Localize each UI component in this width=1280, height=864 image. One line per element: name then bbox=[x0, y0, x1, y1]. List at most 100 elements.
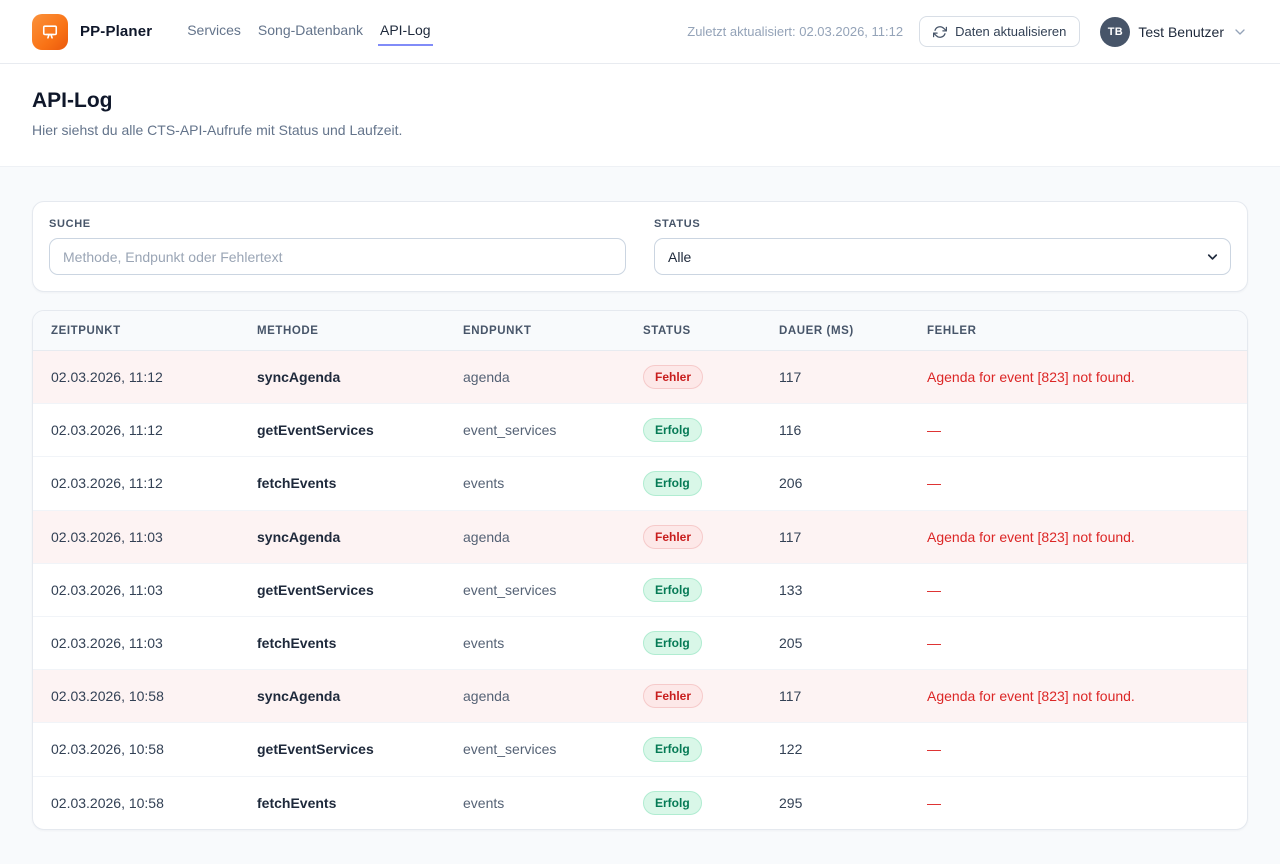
cell-endpunkt: agenda bbox=[447, 669, 627, 723]
status-badge: Erfolg bbox=[643, 577, 702, 602]
col-endpunkt: ENDPUNKT bbox=[447, 311, 627, 351]
cell-methode: getEventServices bbox=[241, 403, 447, 457]
search-field-group: SUCHE bbox=[49, 218, 626, 275]
cell-status: Fehler bbox=[627, 509, 763, 564]
nav-item-song-datenbank[interactable]: Song-Datenbank bbox=[257, 21, 363, 38]
cell-methode: syncAgenda bbox=[241, 509, 447, 564]
page-header: API-Log Hier siehst du alle CTS-API-Aufr… bbox=[0, 64, 1280, 167]
avatar: TB bbox=[1100, 16, 1131, 47]
cell-dauer: 117 bbox=[763, 509, 911, 564]
cell-endpunkt: agenda bbox=[447, 350, 627, 404]
cell-dauer: 206 bbox=[763, 456, 911, 511]
refresh-button-label: Daten aktualisieren bbox=[955, 24, 1067, 39]
status-badge: Fehler bbox=[643, 365, 704, 390]
cell-zeitpunkt: 02.03.2026, 10:58 bbox=[33, 722, 241, 776]
table-row: 02.03.2026, 11:12 getEventServices event… bbox=[33, 403, 1247, 457]
cell-methode: fetchEvents bbox=[241, 775, 447, 829]
col-dauer: DAUER (MS) bbox=[763, 311, 911, 351]
main-content: SUCHE STATUS Alle bbox=[0, 167, 1280, 864]
brand-name: PP-Planer bbox=[80, 23, 153, 40]
cell-status: Erfolg bbox=[627, 562, 763, 617]
table-row: 02.03.2026, 10:58 getEventServices event… bbox=[33, 722, 1247, 776]
nav-item-api-log[interactable]: API-Log bbox=[377, 18, 433, 46]
chevron-down-icon bbox=[1232, 24, 1248, 40]
table-row: 02.03.2026, 11:03 syncAgenda agenda Fehl… bbox=[33, 509, 1247, 564]
table-row: 02.03.2026, 11:03 getEventServices event… bbox=[33, 562, 1247, 617]
cell-fehler: Agenda for event [823] not found. bbox=[911, 509, 1247, 564]
cell-zeitpunkt: 02.03.2026, 11:12 bbox=[33, 350, 241, 404]
cell-dauer: 205 bbox=[763, 615, 911, 670]
cell-status: Erfolg bbox=[627, 456, 763, 511]
cell-methode: getEventServices bbox=[241, 722, 447, 776]
cell-dauer: 295 bbox=[763, 775, 911, 829]
table-row: 02.03.2026, 10:58 syncAgenda agenda Fehl… bbox=[33, 669, 1247, 723]
cell-fehler: — bbox=[911, 722, 1247, 776]
cell-endpunkt: events bbox=[447, 615, 627, 670]
cell-methode: syncAgenda bbox=[241, 350, 447, 404]
refresh-data-button[interactable]: Daten aktualisieren bbox=[919, 16, 1081, 47]
cell-methode: syncAgenda bbox=[241, 669, 447, 723]
col-zeitpunkt: ZEITPUNKT bbox=[33, 311, 241, 351]
status-field-group: STATUS Alle bbox=[654, 218, 1231, 275]
cell-dauer: 116 bbox=[763, 403, 911, 457]
status-badge: Erfolg bbox=[643, 471, 702, 496]
user-menu[interactable]: TB Test Benutzer bbox=[1100, 16, 1248, 47]
col-methode: METHODE bbox=[241, 311, 447, 351]
cell-zeitpunkt: 02.03.2026, 10:58 bbox=[33, 669, 241, 723]
cell-fehler: — bbox=[911, 775, 1247, 829]
topbar: PP-Planer Services Song-Datenbank API-Lo… bbox=[0, 0, 1280, 64]
status-badge: Fehler bbox=[643, 684, 704, 709]
cell-fehler: — bbox=[911, 615, 1247, 670]
cell-status: Erfolg bbox=[627, 403, 763, 457]
cell-status: Fehler bbox=[627, 350, 763, 404]
cell-endpunkt: event_services bbox=[447, 562, 627, 617]
cell-zeitpunkt: 02.03.2026, 11:03 bbox=[33, 562, 241, 617]
app-logo bbox=[32, 13, 68, 50]
cell-endpunkt: event_services bbox=[447, 722, 627, 776]
cell-methode: fetchEvents bbox=[241, 456, 447, 511]
cell-status: Erfolg bbox=[627, 615, 763, 670]
search-label: SUCHE bbox=[49, 218, 91, 230]
cell-zeitpunkt: 02.03.2026, 10:58 bbox=[33, 775, 241, 829]
cell-fehler: Agenda for event [823] not found. bbox=[911, 669, 1247, 723]
status-badge: Fehler bbox=[643, 524, 704, 549]
cell-zeitpunkt: 02.03.2026, 11:12 bbox=[33, 456, 241, 511]
col-fehler: FEHLER bbox=[911, 311, 1247, 351]
cell-zeitpunkt: 02.03.2026, 11:12 bbox=[33, 403, 241, 457]
cell-endpunkt: event_services bbox=[447, 403, 627, 457]
cell-endpunkt: events bbox=[447, 456, 627, 511]
cell-methode: fetchEvents bbox=[241, 615, 447, 670]
col-status: STATUS bbox=[627, 311, 763, 351]
log-table-body: 02.03.2026, 11:12 syncAgenda agenda Fehl… bbox=[33, 350, 1247, 829]
cell-fehler: Agenda for event [823] not found. bbox=[911, 350, 1247, 404]
page-subtitle: Hier siehst du alle CTS-API-Aufrufe mit … bbox=[32, 122, 403, 138]
cell-zeitpunkt: 02.03.2026, 11:03 bbox=[33, 509, 241, 564]
api-log-table-card: ZEITPUNKT METHODE ENDPUNKT STATUS DAUER … bbox=[32, 310, 1248, 830]
table-row: 02.03.2026, 11:03 fetchEvents events Erf… bbox=[33, 615, 1247, 670]
cell-fehler: — bbox=[911, 403, 1247, 457]
cell-methode: getEventServices bbox=[241, 562, 447, 617]
cell-dauer: 133 bbox=[763, 562, 911, 617]
api-log-table: ZEITPUNKT METHODE ENDPUNKT STATUS DAUER … bbox=[33, 311, 1247, 829]
status-select-wrap: Alle bbox=[654, 238, 1231, 275]
filter-card: SUCHE STATUS Alle bbox=[32, 201, 1248, 292]
cell-dauer: 122 bbox=[763, 722, 911, 776]
cell-status: Erfolg bbox=[627, 722, 763, 776]
cell-dauer: 117 bbox=[763, 669, 911, 723]
table-row: 02.03.2026, 11:12 fetchEvents events Erf… bbox=[33, 456, 1247, 511]
status-select[interactable]: Alle bbox=[654, 238, 1231, 275]
cell-fehler: — bbox=[911, 456, 1247, 511]
table-row: 02.03.2026, 11:12 syncAgenda agenda Fehl… bbox=[33, 350, 1247, 404]
status-label: STATUS bbox=[654, 218, 701, 230]
presentation-icon bbox=[40, 22, 60, 42]
brand: PP-Planer bbox=[32, 13, 153, 50]
status-badge: Erfolg bbox=[643, 790, 702, 815]
table-row: 02.03.2026, 10:58 fetchEvents events Erf… bbox=[33, 775, 1247, 829]
main-nav: Services Song-Datenbank API-Log bbox=[185, 18, 433, 46]
table-header: ZEITPUNKT METHODE ENDPUNKT STATUS DAUER … bbox=[33, 311, 1247, 351]
cell-status: Fehler bbox=[627, 669, 763, 723]
page-title: API-Log bbox=[32, 89, 113, 112]
search-input[interactable] bbox=[49, 238, 626, 275]
nav-item-services[interactable]: Services bbox=[187, 21, 241, 38]
status-badge: Erfolg bbox=[643, 630, 702, 656]
